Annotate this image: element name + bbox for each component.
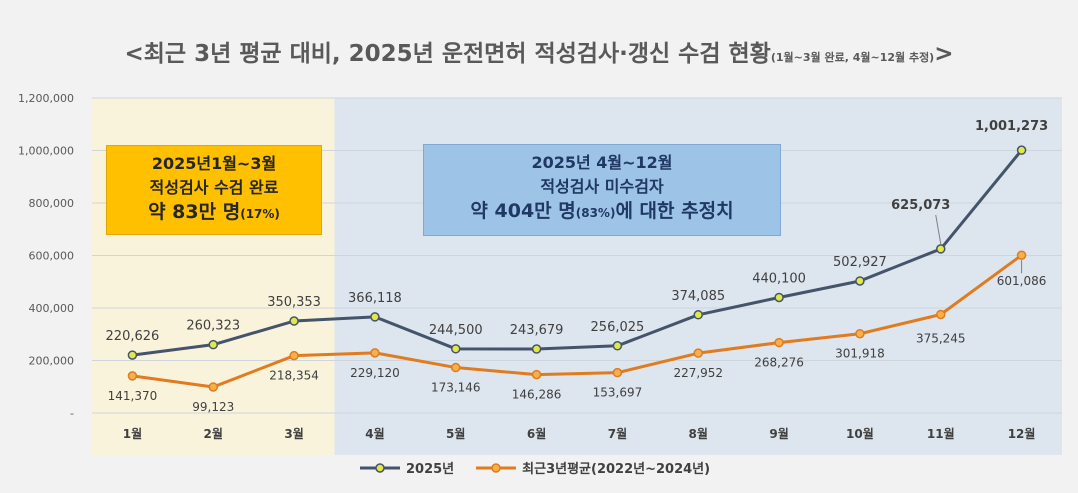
point-average [774,337,784,348]
completed-count: 약 83만 명 [148,201,241,223]
estimate-percent: (83%) [575,206,616,220]
x-tick-label: 4월 [365,426,384,441]
series-line-average [132,254,1023,389]
point-average [1016,250,1027,260]
point-average [208,382,218,392]
point-2025 [370,312,380,322]
y-tick-label: 600,000 [29,250,75,263]
x-tick-label: 10월 [846,426,874,441]
point-2025 [1016,145,1027,155]
data-label-2025: 350,353 [267,295,321,310]
point-2025 [289,316,299,326]
point-2025 [451,344,461,354]
x-tick-label: 12월 [1008,426,1036,441]
completed-callout-line2: 적성검사 수검 완료 [149,178,279,197]
data-label-average: 229,120 [350,366,400,380]
point-2025 [774,292,784,303]
estimate-count: 약 404만 명 [470,200,576,222]
point-average [936,309,946,320]
data-label-2025: 1,001,273 [975,119,1048,134]
title-sub: (1월~3월 완료, 4월~12월 추정) [770,51,935,64]
x-tick-label: 3월 [284,426,303,441]
data-label-average: 146,286 [512,388,562,402]
data-label-average: 173,146 [431,381,481,395]
data-label-2025: 244,500 [429,323,483,338]
completed-percent: (17%) [240,207,280,221]
estimate-callout-line3: 약 404만 명(83%)에 대한 추정치 [424,199,780,225]
y-tick-label: 1,000,000 [18,145,74,158]
data-label-2025: 366,118 [348,291,402,306]
title-main: <최근 3년 평균 대비, 2025년 운전면허 적성검사·갱신 수검 현황 [124,41,771,67]
point-average [370,348,380,358]
point-2025 [208,339,218,350]
x-tick-label: 11월 [927,426,955,441]
completed-callout: 2025년1월~3월 적성검사 수검 완료 약 83만 명(17%) [106,145,322,235]
data-label-2025: 440,100 [752,271,806,286]
legend-swatch-average [476,462,517,473]
y-tick-label: 800,000 [29,197,75,210]
point-average [855,328,865,339]
legend-swatch-2025 [360,462,400,473]
x-tick-label: 2월 [204,426,223,441]
data-label-2025: 260,323 [186,319,240,334]
point-average [289,350,299,361]
legend-item-average: 최근3년평균(2022년~2024년) [476,458,710,477]
estimate-callout: 2025년 4월~12월 적성검사 미수검자 약 404만 명(83%)에 대한… [423,144,781,236]
point-average [531,369,542,380]
legend-item-2025: 2025년 [360,458,454,477]
legend-label-average: 최근3년평균(2022년~2024년) [522,462,711,477]
point-2025 [855,276,865,286]
x-tick-label: 7월 [608,426,627,441]
point-2025 [127,350,138,360]
estimate-suffix: 에 대한 추정치 [615,200,734,222]
title-end: > [934,41,954,67]
point-2025 [936,244,946,254]
data-label-2025: 256,025 [591,320,645,335]
completed-callout-line3: 약 83만 명(17%) [107,200,321,226]
x-tick-label: 1월 [123,426,142,441]
data-label-average: 601,086 [997,274,1047,288]
data-label-average: 218,354 [269,369,319,383]
point-2025 [531,344,542,354]
data-label-average: 141,370 [108,389,158,403]
legend-label-2025: 2025년 [406,462,455,477]
data-label-2025: 374,085 [671,289,725,304]
leader-line [935,214,942,245]
series-line-2025 [132,149,1023,357]
data-label-2025: 625,073 [891,198,950,213]
point-average [451,362,461,373]
chart-legend: 2025년 최근3년평균(2022년~2024년) [360,458,710,477]
point-2025 [693,310,703,320]
data-label-average: 99,123 [192,400,234,414]
data-label-2025: 243,679 [510,323,564,338]
y-tick-label: 200,000 [29,355,75,368]
x-tick-label: 8월 [689,426,708,441]
y-tick-label: - [70,407,74,420]
x-tick-label: 9월 [769,426,788,441]
data-label-2025: 220,626 [106,329,160,344]
y-tick-label: 1,200,000 [18,92,74,105]
data-label-average: 227,952 [673,366,723,380]
data-label-2025: 502,927 [833,255,887,270]
data-label-average: 375,245 [916,331,966,345]
data-label-average: 268,276 [754,356,804,370]
data-label-average: 301,918 [835,347,885,361]
y-tick-label: 400,000 [29,302,75,315]
x-tick-label: 5월 [446,426,465,441]
estimate-callout-line1: 2025년 4월~12월 [531,153,673,172]
point-average [612,367,623,378]
estimate-callout-line2: 적성검사 미수검자 [540,177,664,196]
point-average [127,371,138,381]
point-2025 [612,341,623,351]
data-label-average: 153,697 [593,386,643,400]
completed-callout-line1: 2025년1월~3월 [151,154,277,173]
chart-title: <최근 3년 평균 대비, 2025년 운전면허 적성검사·갱신 수검 현황(1… [0,34,1078,68]
x-tick-label: 6월 [527,426,546,441]
point-average [693,348,703,358]
